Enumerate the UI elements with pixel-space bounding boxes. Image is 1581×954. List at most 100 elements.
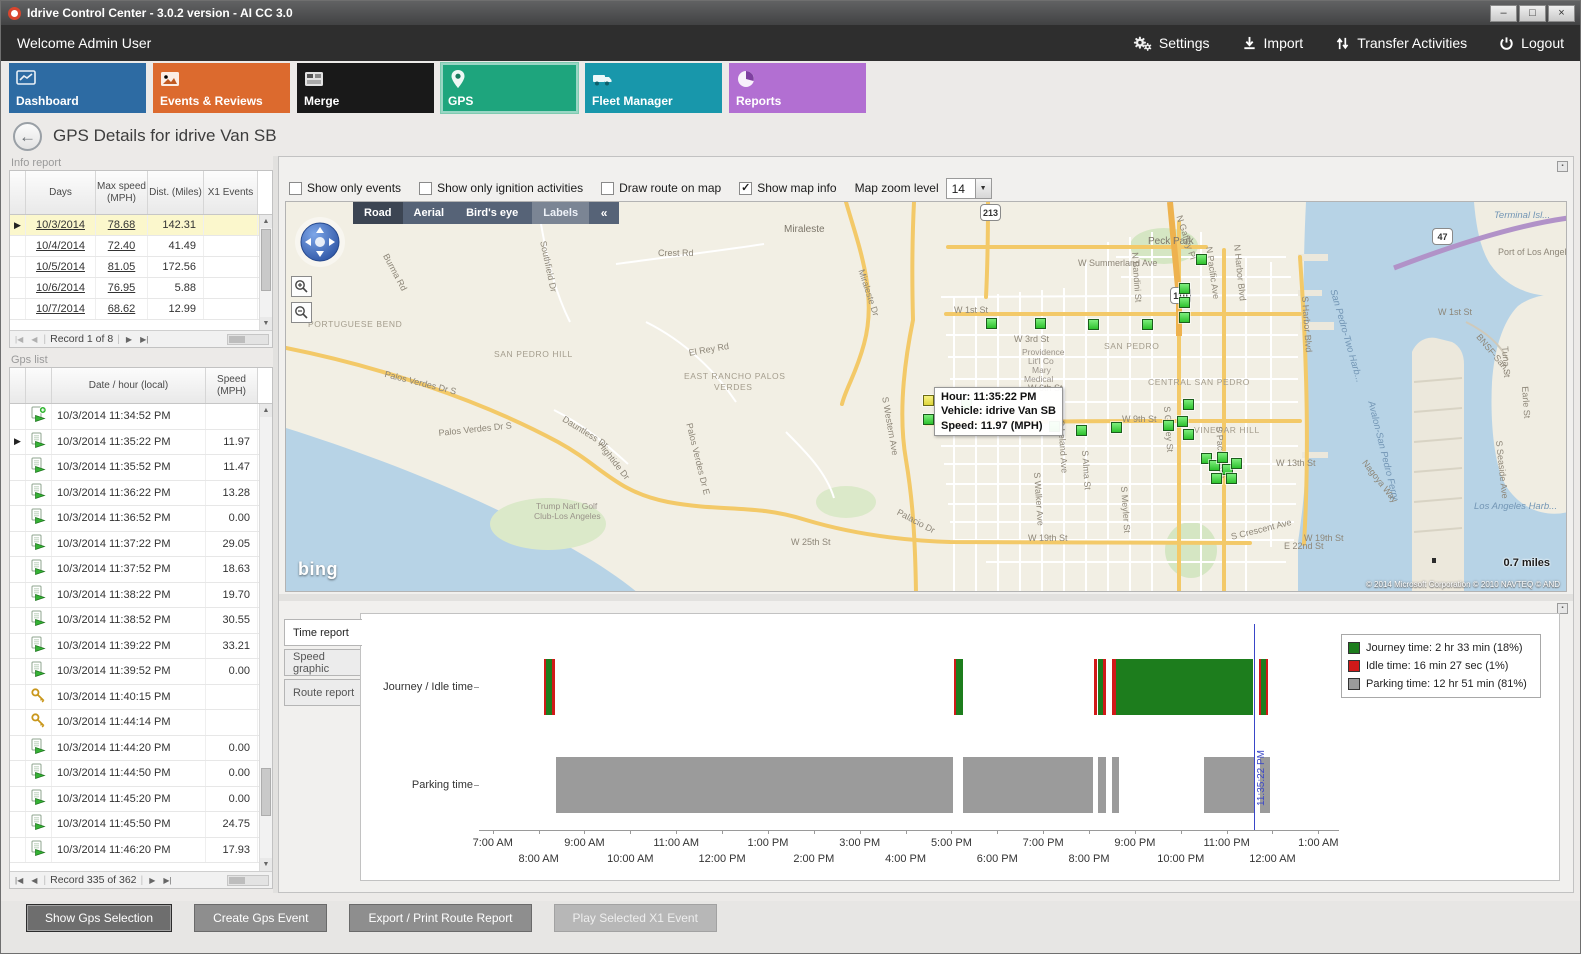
gps-marker[interactable] bbox=[1076, 425, 1087, 436]
list-item[interactable]: 10/3/2014 11:38:22 PM 19.70 bbox=[10, 582, 272, 608]
pager-scroll-thumb[interactable] bbox=[229, 876, 245, 884]
gps-marker[interactable] bbox=[1183, 429, 1194, 440]
bing-map[interactable]: Miraleste Peck Park W Summerland Ave Crest … bbox=[285, 201, 1567, 592]
scroll-up-icon[interactable]: ▲ bbox=[260, 404, 272, 417]
checkbox-show-only-events[interactable]: Show only events bbox=[289, 181, 401, 195]
days-link[interactable]: 10/6/2014 bbox=[36, 282, 85, 294]
cell-max-speed[interactable]: 78.68 bbox=[96, 215, 148, 235]
gps-marker[interactable] bbox=[923, 414, 934, 425]
zoom-in-icon[interactable] bbox=[291, 276, 312, 297]
map-view-aerial[interactable]: Aerial bbox=[413, 207, 445, 219]
topbar-action-import[interactable]: Import bbox=[1242, 35, 1303, 51]
cell-days[interactable]: 10/5/2014 bbox=[26, 257, 96, 277]
nav-tab-reports[interactable]: Reports bbox=[729, 63, 866, 113]
pager-next-icon[interactable] bbox=[124, 335, 134, 344]
list-item[interactable]: 10/3/2014 11:38:52 PM 30.55 bbox=[10, 608, 272, 634]
column-header-days[interactable]: Days bbox=[26, 171, 96, 214]
nav-tab-events-reviews[interactable]: Events & Reviews bbox=[153, 63, 290, 113]
gps-marker[interactable] bbox=[1196, 254, 1207, 265]
cell-max-speed[interactable]: 68.62 bbox=[96, 299, 148, 319]
gps-marker[interactable] bbox=[1179, 297, 1190, 308]
column-header-gutter[interactable] bbox=[26, 368, 52, 403]
column-header-date-hour-local[interactable]: Date / hour (local) bbox=[52, 368, 206, 403]
gps-marker[interactable] bbox=[1231, 458, 1242, 469]
map-view-road[interactable]: Road bbox=[353, 202, 403, 224]
tab-route-report[interactable]: Route report bbox=[284, 679, 361, 706]
checkbox-draw-route-on-map[interactable]: Draw route on map bbox=[601, 181, 721, 195]
gps-marker[interactable] bbox=[1142, 319, 1153, 330]
column-header-x1-events[interactable]: X1 Events bbox=[204, 171, 258, 214]
list-item[interactable]: 10/3/2014 11:46:20 PM 17.93 bbox=[10, 837, 272, 863]
cell-max-speed[interactable]: 72.40 bbox=[96, 236, 148, 256]
table-row[interactable]: 10/6/2014 76.95 5.88 bbox=[10, 278, 272, 299]
pager-scroll-thumb[interactable] bbox=[229, 335, 245, 343]
checkbox-show-map-info[interactable]: ✓ Show map info bbox=[739, 181, 837, 195]
minimize-icon[interactable]: – bbox=[1490, 4, 1517, 22]
topbar-action-settings[interactable]: Settings bbox=[1133, 35, 1210, 52]
table-row[interactable]: 10/4/2014 72.40 41.49 bbox=[10, 236, 272, 257]
gps-marker[interactable] bbox=[1217, 452, 1228, 463]
map-view-labels[interactable]: Labels bbox=[532, 202, 590, 224]
scroll-down-icon[interactable]: ▼ bbox=[260, 317, 272, 330]
pager-first-icon[interactable] bbox=[13, 876, 25, 885]
list-item[interactable]: 10/3/2014 11:45:50 PM 24.75 bbox=[10, 812, 272, 838]
maximize-icon[interactable]: □ bbox=[1519, 4, 1546, 22]
panel-collapse-icon[interactable]: ▪ bbox=[1557, 161, 1568, 172]
checkbox-show-only-ignition-activities[interactable]: Show only ignition activities bbox=[419, 181, 583, 195]
map-zoom-select[interactable]: 14 ▼ bbox=[945, 177, 992, 199]
pager-prev-icon[interactable] bbox=[29, 335, 39, 344]
pager-scroll-track[interactable] bbox=[227, 333, 269, 345]
checkbox-unchecked-icon[interactable] bbox=[289, 181, 302, 195]
zoom-out-icon[interactable] bbox=[291, 302, 312, 323]
vertical-splitter[interactable] bbox=[273, 156, 278, 893]
days-link[interactable]: 10/5/2014 bbox=[36, 261, 85, 273]
list-item[interactable]: 10/3/2014 11:37:22 PM 29.05 bbox=[10, 531, 272, 557]
cell-days[interactable]: 10/7/2014 bbox=[26, 299, 96, 319]
gps-marker[interactable] bbox=[1163, 420, 1174, 431]
column-header-gutter[interactable] bbox=[10, 171, 26, 214]
chevron-down-icon[interactable]: ▼ bbox=[974, 178, 991, 198]
scroll-down-icon[interactable]: ▼ bbox=[260, 858, 272, 871]
gps-marker[interactable] bbox=[1209, 460, 1220, 471]
show-gps-selection-button[interactable]: Show Gps Selection bbox=[26, 904, 173, 932]
list-item[interactable]: 10/3/2014 11:36:52 PM 0.00 bbox=[10, 506, 272, 532]
gps-marker[interactable] bbox=[1111, 422, 1122, 433]
list-item[interactable]: 10/3/2014 11:44:20 PM 0.00 bbox=[10, 735, 272, 761]
tab-speed-graphic[interactable]: Speed graphic bbox=[284, 649, 361, 676]
gps-marker[interactable] bbox=[1201, 453, 1212, 464]
pager-prev-icon[interactable] bbox=[29, 876, 39, 885]
table-row[interactable]: ▶ 10/3/2014 78.68 142.31 bbox=[10, 215, 272, 236]
list-item[interactable]: 10/3/2014 11:37:52 PM 18.63 bbox=[10, 557, 272, 583]
days-link[interactable]: 10/3/2014 bbox=[36, 219, 85, 231]
map-viewbar-collapse-icon[interactable]: « bbox=[600, 206, 608, 220]
list-item[interactable]: 10/3/2014 11:45:20 PM 0.00 bbox=[10, 786, 272, 812]
list-item[interactable]: 10/3/2014 11:35:52 PM 11.47 bbox=[10, 455, 272, 481]
max-speed-link[interactable]: 78.68 bbox=[107, 219, 136, 231]
scrollbar-thumb[interactable] bbox=[261, 229, 271, 291]
cell-max-speed[interactable]: 81.05 bbox=[96, 257, 148, 277]
list-item[interactable]: 10/3/2014 11:34:52 PM bbox=[10, 404, 272, 430]
gps-marker[interactable] bbox=[1211, 473, 1222, 484]
gps-marker[interactable] bbox=[1177, 416, 1188, 427]
info-report-scrollbar[interactable]: ▲ ▼ bbox=[259, 215, 272, 330]
list-item[interactable]: ▶ 10/3/2014 11:35:22 PM 11.97 bbox=[10, 429, 272, 455]
cell-max-speed[interactable]: 76.95 bbox=[96, 278, 148, 298]
topbar-action-logout[interactable]: Logout bbox=[1499, 35, 1564, 51]
pager-next-icon[interactable] bbox=[147, 876, 157, 885]
export-print-route-report-button[interactable]: Export / Print Route Report bbox=[349, 904, 532, 932]
gps-list-scrollbar[interactable]: ▲ ▼ bbox=[259, 404, 272, 871]
gps-marker[interactable] bbox=[1226, 473, 1237, 484]
gps-marker-selected[interactable] bbox=[923, 395, 934, 406]
gps-marker[interactable] bbox=[1179, 312, 1190, 323]
pager-scroll-track[interactable] bbox=[227, 874, 269, 886]
gps-marker[interactable] bbox=[986, 318, 997, 329]
checkbox-checked-icon[interactable]: ✓ bbox=[739, 181, 753, 195]
pager-last-icon[interactable] bbox=[161, 876, 173, 885]
column-header-max-speed-mph[interactable]: Max speed (MPH) bbox=[96, 171, 148, 214]
nav-tab-merge[interactable]: Merge bbox=[297, 63, 434, 113]
create-gps-event-button[interactable]: Create Gps Event bbox=[194, 904, 328, 932]
checkbox-unchecked-icon[interactable] bbox=[419, 181, 433, 195]
tab-time-report[interactable]: Time report bbox=[284, 619, 362, 646]
table-row[interactable]: 10/5/2014 81.05 172.56 bbox=[10, 257, 272, 278]
map-view-bird-s-eye[interactable]: Bird's eye bbox=[466, 207, 519, 219]
